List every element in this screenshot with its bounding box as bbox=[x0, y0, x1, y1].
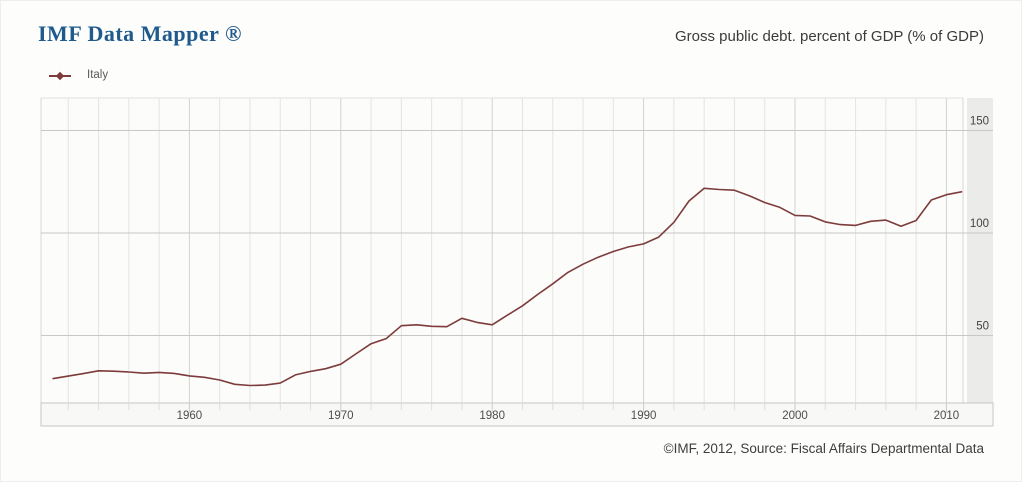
y-axis-tick-label: 100 bbox=[970, 218, 989, 230]
series-line-marker-icon bbox=[49, 71, 71, 80]
x-axis-tick-label: 1980 bbox=[479, 410, 505, 422]
legend-label: Italy bbox=[87, 69, 109, 81]
legend-item-italy[interactable]: Italy bbox=[49, 67, 108, 83]
source-credit: ©IMF, 2012, Source: Fiscal Affairs Depar… bbox=[663, 441, 984, 456]
x-axis-tick-label: 1990 bbox=[631, 410, 657, 422]
chart-title: Gross public debt. percent of GDP (% of … bbox=[674, 28, 984, 45]
x-axis-tick-label: 2010 bbox=[934, 410, 960, 422]
y-axis-tick-label: 50 bbox=[976, 321, 989, 333]
x-axis-tick-label: 1970 bbox=[328, 410, 354, 422]
plot-area bbox=[41, 98, 963, 403]
x-axis-tick-label: 1960 bbox=[177, 410, 203, 422]
x-axis-tick-label: 2000 bbox=[782, 410, 808, 422]
y-axis-label-strip bbox=[967, 98, 993, 403]
y-axis-tick-label: 150 bbox=[970, 116, 989, 128]
timeline-band[interactable] bbox=[40, 402, 994, 427]
series-line-italy bbox=[52, 187, 963, 387]
app-title: IMF Data Mapper ® bbox=[38, 21, 242, 46]
